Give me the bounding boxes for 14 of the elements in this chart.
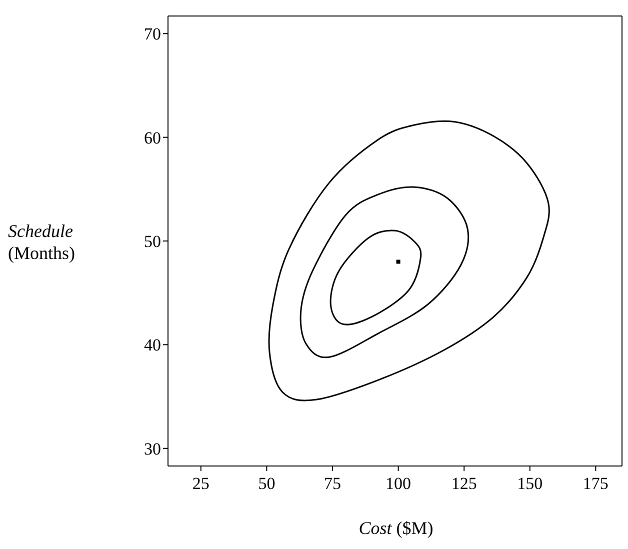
y-tick-label: 60 (144, 128, 161, 148)
y-axis-title: Schedule (Months) (8, 220, 76, 264)
y-tick-label: 30 (144, 439, 161, 458)
y-tick-label: 40 (144, 336, 161, 355)
x-axis-title: Cost ($M) (358, 518, 434, 539)
y-tick-label: 50 (144, 232, 161, 252)
y-tick-label: 70 (144, 24, 161, 44)
x-tick-label: 50 (258, 474, 276, 494)
x-tick-label: 100 (386, 474, 412, 494)
x-tick-label: 175 (582, 474, 608, 494)
x-tick-label: 125 (451, 474, 477, 494)
x-tick-label: 25 (192, 474, 210, 494)
x-tick-label: 150 (517, 474, 543, 494)
x-tick-label: 75 (324, 474, 341, 494)
